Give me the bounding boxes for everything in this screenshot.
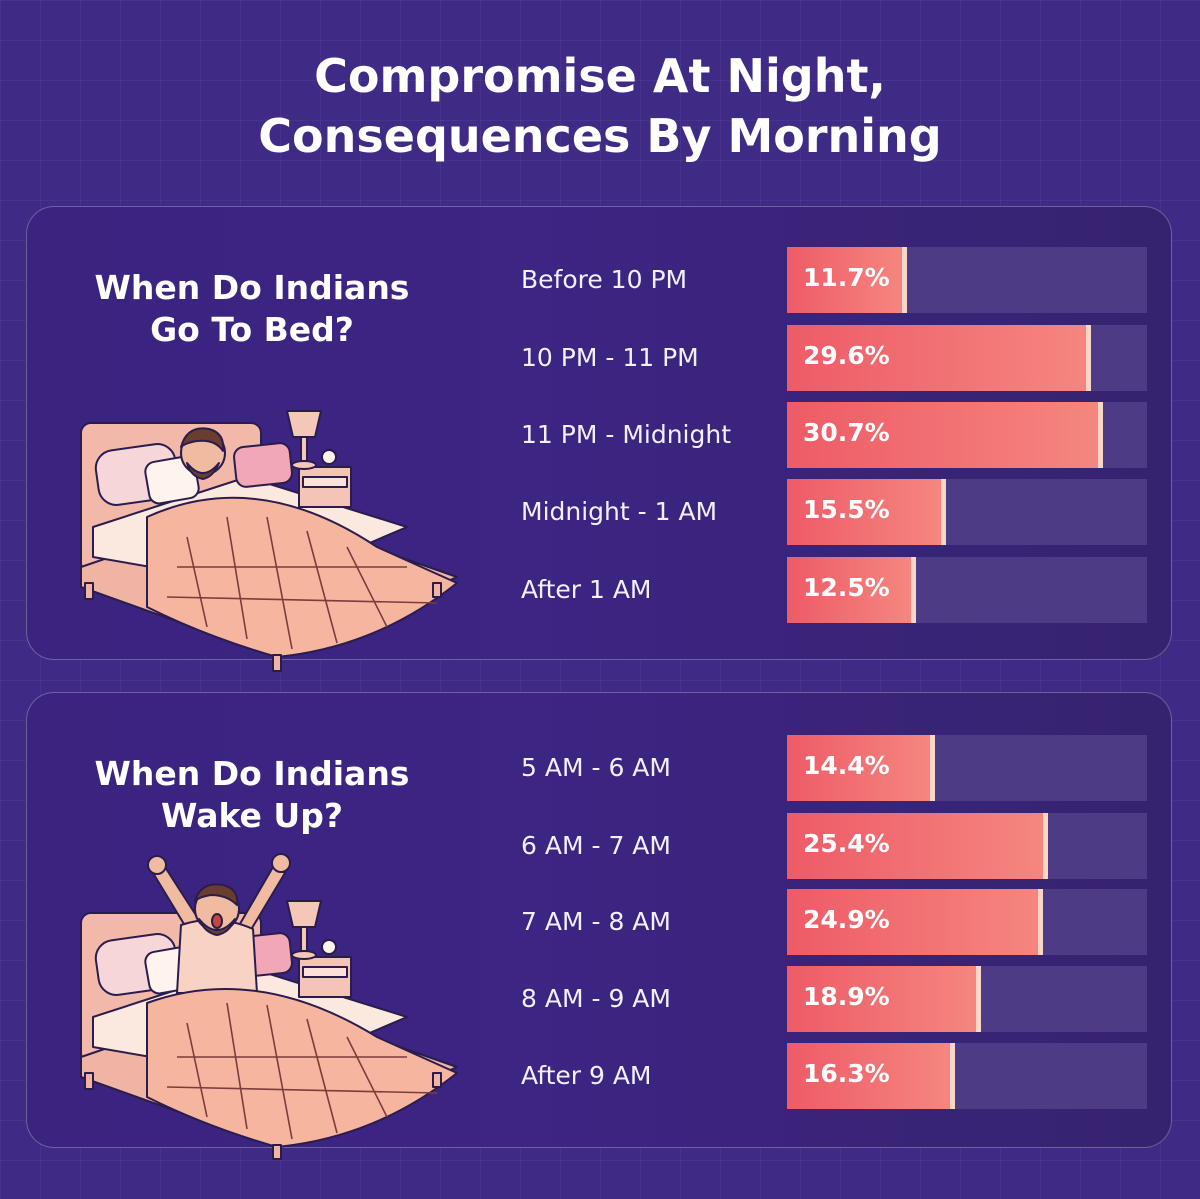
bar-row: Midnight - 1 AM 15.5% (27, 479, 1173, 545)
bar-value-label: 15.5% (803, 495, 890, 524)
bar-track: 15.5% (787, 479, 1147, 545)
bar-track: 16.3% (787, 1043, 1147, 1109)
bedtime-panel-title: When Do Indians Go To Bed? (67, 267, 437, 351)
bar-row: After 9 AM 16.3% (27, 1043, 1173, 1109)
bedtime-title-line-1: When Do Indians (94, 268, 410, 307)
bar (787, 325, 1091, 391)
waking-man-stretching-in-bed-illustration (80, 853, 458, 1160)
bar-track: 11.7% (787, 247, 1147, 313)
bar-value-label: 12.5% (803, 573, 890, 602)
bar-track: 14.4% (787, 735, 1147, 801)
bar-category-label: 8 AM - 9 AM (521, 984, 671, 1013)
bar (787, 479, 946, 545)
bar-value-label: 11.7% (803, 263, 890, 292)
bar-track: 25.4% (787, 813, 1147, 879)
bar-value-label: 25.4% (803, 829, 890, 858)
bar-track: 30.7% (787, 402, 1147, 468)
bar-value-label: 14.4% (803, 751, 890, 780)
bar-row: 5 AM - 6 AM 14.4% (27, 735, 1173, 801)
bar-row: 10 PM - 11 PM 29.6% (27, 325, 1173, 391)
page-title: Compromise At Night, Consequences By Mor… (0, 46, 1200, 166)
bar-category-label: 6 AM - 7 AM (521, 831, 671, 860)
bar-category-label: Before 10 PM (521, 265, 688, 294)
bar-category-label: After 9 AM (521, 1061, 652, 1090)
bar-track: 29.6% (787, 325, 1147, 391)
title-line-1: Compromise At Night, (314, 49, 886, 103)
bar-row: Before 10 PM 11.7% (27, 247, 1173, 313)
bar-category-label: After 1 AM (521, 575, 652, 604)
bar-track: 18.9% (787, 966, 1147, 1032)
bar-category-label: 10 PM - 11 PM (521, 343, 699, 372)
bar-value-label: 18.9% (803, 982, 890, 1011)
bar-category-label: Midnight - 1 AM (521, 497, 718, 526)
bar (787, 813, 1048, 879)
bedtime-panel: When Do Indians Go To Bed? (26, 206, 1173, 672)
waketime-panel-title: When Do Indians Wake Up? (67, 753, 437, 837)
bar-category-label: 11 PM - Midnight (521, 420, 732, 449)
bar-track: 12.5% (787, 557, 1147, 623)
waketime-panel: When Do Indians Wake Up? (26, 692, 1173, 1160)
waketime-title-line-2: Wake Up? (161, 796, 343, 835)
bedtime-title-line-2: Go To Bed? (150, 310, 354, 349)
bar-category-label: 5 AM - 6 AM (521, 753, 671, 782)
bar (787, 557, 916, 623)
bar-value-label: 30.7% (803, 418, 890, 447)
bar-row: 7 AM - 8 AM 24.9% (27, 889, 1173, 955)
bar-value-label: 29.6% (803, 341, 890, 370)
bar-value-label: 16.3% (803, 1059, 890, 1088)
bar (787, 966, 981, 1032)
bar-row: 11 PM - Midnight 30.7% (27, 402, 1173, 468)
bar-row: After 1 AM 12.5% (27, 557, 1173, 623)
sleeping-man-in-bed-illustration (80, 410, 458, 672)
bar (787, 402, 1103, 468)
waketime-title-line-1: When Do Indians (94, 754, 410, 793)
bar-track: 24.9% (787, 889, 1147, 955)
bar (787, 1043, 955, 1109)
bar-row: 8 AM - 9 AM 18.9% (27, 966, 1173, 1032)
title-line-2: Consequences By Morning (258, 109, 942, 163)
bar-category-label: 7 AM - 8 AM (521, 907, 671, 936)
bar (787, 889, 1043, 955)
bar-row: 6 AM - 7 AM 25.4% (27, 813, 1173, 879)
bar (787, 735, 935, 801)
bar (787, 247, 907, 313)
bar-value-label: 24.9% (803, 905, 890, 934)
